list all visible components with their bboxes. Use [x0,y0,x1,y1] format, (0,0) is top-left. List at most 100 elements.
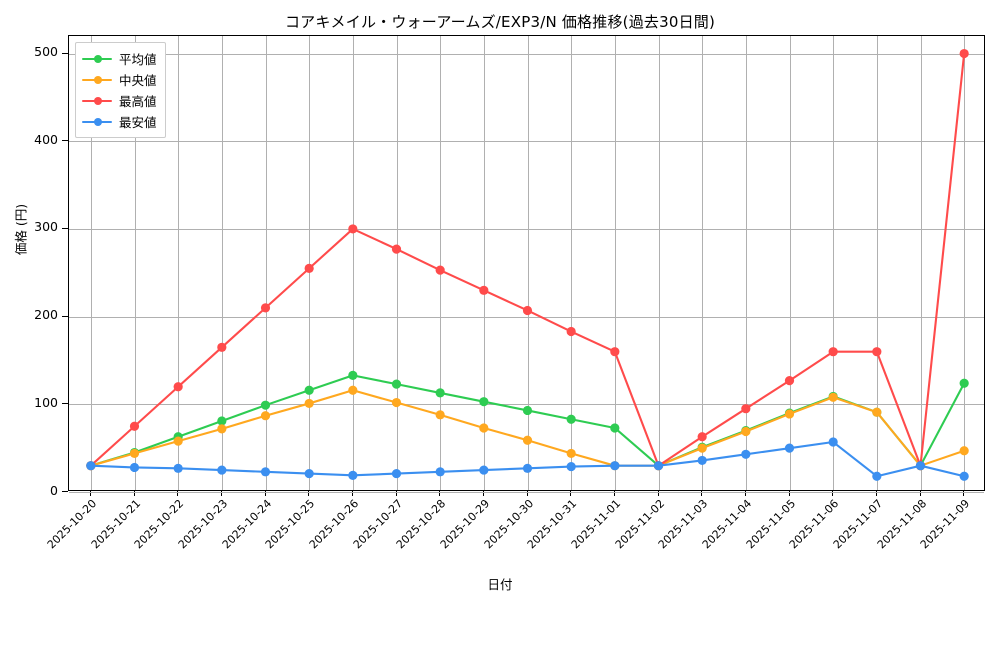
grid-line-vertical [265,36,267,490]
series-point [566,414,576,424]
series-point [784,409,795,419]
series-point [522,305,533,316]
series-point [566,448,576,459]
legend-item[interactable]: 最安値 [82,111,157,132]
legend-label: 最安値 [119,115,157,130]
series-point [260,411,271,421]
series-point [522,435,533,445]
series-point [959,446,969,456]
legend-swatch-icon [82,95,112,107]
grid-line-vertical [134,36,136,490]
series-point [348,470,358,480]
series-point [391,244,402,254]
grid-line-horizontal [69,53,984,55]
grid-line-horizontal [69,404,984,406]
series-point [784,376,795,386]
legend-swatch-icon [82,116,112,128]
x-axis-tick-mark [351,491,353,496]
grid-line-vertical [614,36,616,490]
legend-item[interactable]: 最高値 [82,90,157,111]
legend-label: 平均値 [119,52,157,67]
series-point [129,462,140,473]
grid-line-vertical [440,36,442,490]
x-axis-tick-mark [395,491,397,496]
y-axis-tick-label: 500 [34,44,58,60]
x-axis-tick-mark [439,491,441,496]
grid-line-horizontal [69,492,984,493]
grid-line-vertical [658,36,660,490]
x-axis-tick-mark [482,491,484,496]
x-axis-tick-mark [526,491,528,496]
series-point [260,303,271,313]
y-axis-tick-mark [62,491,68,492]
series-point [348,370,358,380]
legend-swatch-icon [82,74,112,86]
series-point [959,471,969,481]
grid-line-vertical [90,36,92,490]
x-axis-tick-mark [308,491,310,496]
series-point [260,467,271,477]
x-axis-tick-mark [788,491,790,496]
x-axis-tick-mark [744,491,746,496]
series-point [697,455,707,466]
series-point [959,48,969,59]
series-point [391,397,402,408]
series-point [435,467,445,477]
series-point [915,461,926,471]
y-axis-tick-mark [62,403,68,405]
x-axis-tick-mark [133,491,135,496]
y-axis-tick-label: 100 [34,394,58,410]
series-point [828,347,838,357]
grid-line-vertical [352,36,354,490]
chart-legend: 平均値中央値最高値最安値 [75,42,166,138]
series-point [479,423,489,433]
grid-line-vertical [920,36,922,490]
series-point [828,392,838,402]
grid-line-vertical [702,36,704,490]
x-axis-label: 日付 [487,577,513,592]
x-axis-tick-mark [570,491,572,496]
series-point [828,437,838,447]
legend-item[interactable]: 平均値 [82,48,157,69]
series-point [610,423,620,433]
y-axis-tick-label: 400 [34,131,58,147]
y-axis-tick-mark [62,315,68,317]
series-point [566,461,576,472]
series-point [348,224,358,234]
chart-title: コアキメイル・ウォーアームズ/EXP3/N 価格推移(過去30日間) [284,13,716,31]
x-axis-tick-mark [220,491,222,496]
series-point [217,465,227,475]
x-axis-tick-mark [177,491,179,496]
grid-line-vertical [396,36,398,490]
grid-line-vertical [527,36,529,490]
series-point [217,424,227,434]
grid-line-horizontal [69,228,984,230]
series-point [86,461,96,471]
series-point [522,463,533,473]
series-point [479,397,489,407]
series-point [304,468,314,479]
series-point [479,465,489,475]
x-axis-tick-mark [657,491,659,496]
grid-line-vertical [833,36,835,490]
series-point [872,471,882,481]
grid-line-vertical [483,36,485,490]
series-point [741,449,751,459]
legend-item[interactable]: 中央値 [82,69,157,90]
y-axis-tick-mark [62,52,68,54]
series-point [522,405,533,416]
x-axis-tick-mark [919,491,921,496]
legend-label: 中央値 [119,73,157,88]
series-layer [86,48,969,481]
series-point [566,326,576,337]
series-point [173,463,183,473]
legend-label: 最高値 [119,94,157,109]
series-point [435,388,445,398]
grid-line-horizontal [69,141,984,143]
series-point [391,468,402,479]
plot-area [68,35,985,493]
series-point [697,443,707,453]
legend-swatch-icon [82,53,112,65]
series-point [872,347,882,357]
series-point [610,347,620,357]
